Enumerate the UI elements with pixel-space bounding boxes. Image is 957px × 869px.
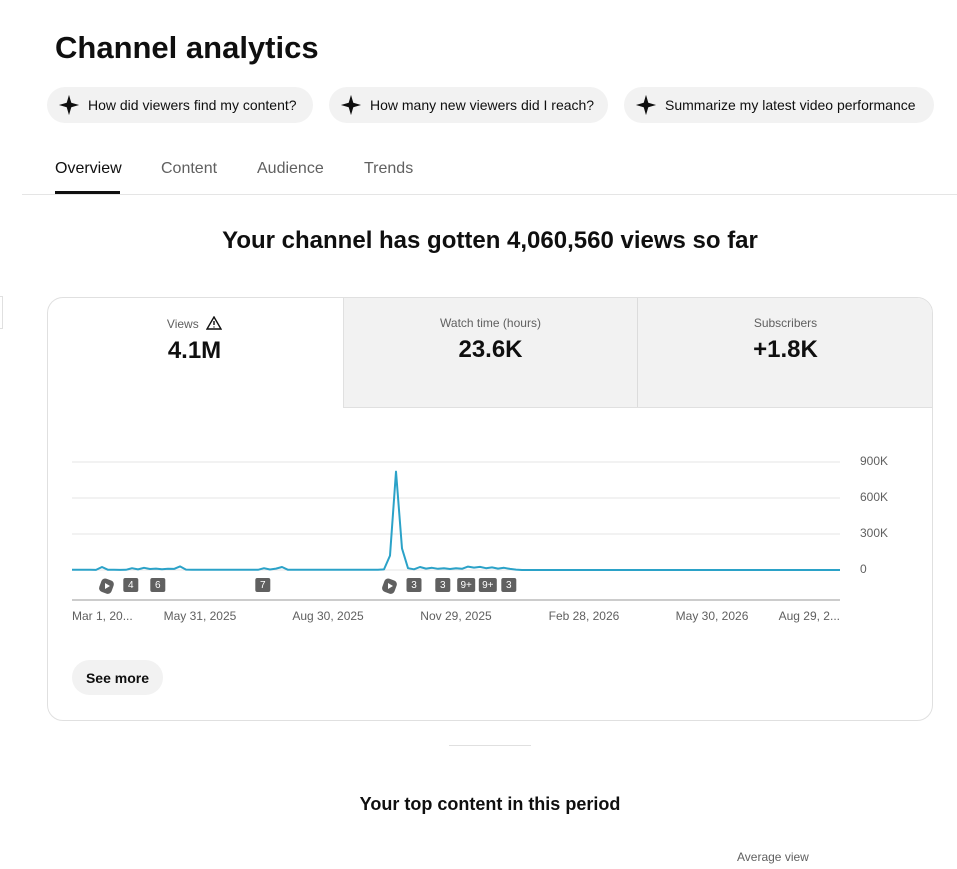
metric[interactable]: Subscribers +1.8K [638, 297, 933, 406]
x-tick-label: May 30, 2026 [676, 609, 749, 623]
upload-marker: 3 [406, 578, 422, 592]
marker-badge [406, 578, 422, 592]
metric-label: Views [166, 317, 199, 331]
marker-badge [255, 578, 271, 592]
marker-badge [150, 578, 166, 592]
tab-indicator [55, 191, 120, 194]
chip-text: Summarize my latest video performance [665, 97, 916, 113]
separator [449, 745, 531, 746]
tab[interactable]: Trends [364, 160, 414, 177]
suggestion-chip[interactable]: How many new viewers did I reach? [329, 87, 608, 123]
tab[interactable]: Overview [55, 160, 122, 177]
edge-handle [0, 296, 3, 329]
upload-marker: 6 [150, 578, 166, 592]
marker-label: 9+ [482, 580, 494, 591]
x-tick-label: Nov 29, 2025 [420, 609, 492, 623]
marker-label: 9+ [460, 580, 472, 591]
tab[interactable]: Audience [257, 160, 324, 177]
x-tick-label: Aug 30, 2025 [292, 609, 364, 623]
marker-badge [501, 578, 517, 592]
metric-divider [637, 298, 638, 407]
metric-value: +1.8K [753, 336, 818, 363]
chart-card [47, 297, 933, 721]
x-tick-label: May 31, 2025 [164, 609, 237, 623]
x-tick-label: Mar 1, 20... [72, 609, 133, 623]
upload-marker: 3 [435, 578, 451, 592]
marker-label: 7 [260, 580, 266, 591]
views-line [72, 470, 840, 571]
marker-badge [123, 578, 139, 592]
chip-text: How did viewers find my content? [88, 97, 297, 113]
suggestion-chip[interactable]: How did viewers find my content? [47, 87, 313, 123]
metric-value: 23.6K [458, 336, 523, 363]
section-title: Your top content in this period [359, 794, 621, 814]
metric-label: Watch time (hours) [440, 316, 541, 330]
column-header: Average view [737, 850, 809, 864]
x-tick-label: Feb 28, 2026 [549, 609, 620, 623]
marker-label: 4 [128, 580, 134, 591]
divider [22, 194, 957, 195]
upload-marker: 4 [123, 578, 139, 592]
warning-icon [205, 315, 223, 330]
chip-text: How many new viewers did I reach? [370, 97, 595, 113]
upload-marker: 7 [255, 578, 271, 592]
y-tick-label: 900K [860, 454, 888, 468]
upload-marker: 3 [501, 578, 517, 592]
button-text: See more [85, 669, 150, 686]
marker-label: 6 [155, 580, 161, 591]
marker-badge [435, 578, 451, 592]
y-tick-label: 600K [860, 490, 888, 504]
metric[interactable]: Watch time (hours) 23.6K [343, 297, 638, 406]
metric-label: Subscribers [753, 316, 818, 330]
y-tick-label: 300K [860, 526, 888, 540]
marker-label: 3 [411, 580, 417, 591]
shorts-icon [382, 578, 397, 594]
suggestion-chip[interactable]: Summarize my latest video performance [624, 87, 934, 123]
upload-marker: 9+ [457, 578, 476, 592]
y-tick-label: 0 [860, 562, 867, 576]
metric-value: 4.1M [167, 337, 222, 364]
page-title: Channel analytics [55, 30, 319, 65]
marker-badge [457, 578, 476, 592]
x-tick-label: Aug 29, 2... [779, 609, 840, 623]
marker-badge [478, 578, 497, 592]
shorts-icon [99, 578, 114, 594]
see-more-button[interactable]: See more [72, 660, 163, 695]
marker-label: 3 [440, 580, 446, 591]
tab[interactable]: Content [161, 160, 218, 177]
headline: Your channel has gotten 4,060,560 views … [222, 227, 758, 254]
metric[interactable]: Views 4.1M [47, 297, 342, 406]
upload-marker: 9+ [478, 578, 497, 592]
marker-label: 3 [506, 580, 512, 591]
